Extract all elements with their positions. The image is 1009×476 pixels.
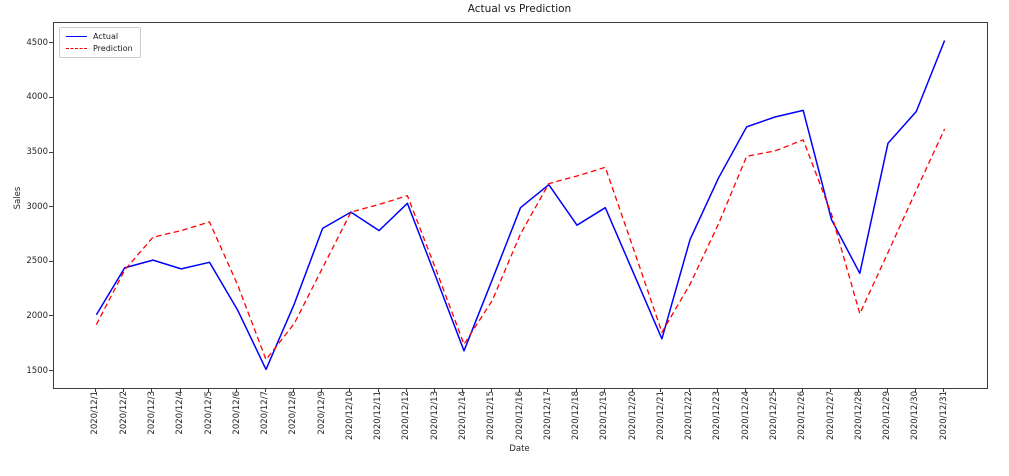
actual-line-swatch — [66, 36, 87, 37]
x-tick-label: 2020/12/20 — [627, 391, 638, 440]
x-tick-label: 2020/12/23 — [712, 391, 723, 440]
x-tick-mark — [405, 388, 407, 392]
legend-item-prediction: Prediction — [66, 44, 133, 53]
actual-line — [95, 40, 946, 371]
x-tick-label: 2020/12/4 — [175, 391, 186, 435]
x-tick-mark — [208, 388, 209, 392]
x-tick-mark — [830, 388, 831, 392]
plot-area — [53, 22, 988, 389]
x-tick-label: 2020/12/29 — [882, 391, 893, 440]
legend-label-actual: Actual — [93, 32, 119, 41]
x-tick-mark — [151, 388, 153, 392]
x-tick-mark — [377, 388, 379, 392]
x-tick-mark — [547, 388, 549, 392]
y-tick-label: 4500 — [26, 37, 48, 48]
y-tick-label: 2500 — [26, 256, 48, 267]
x-tick-label: 2020/12/6 — [231, 391, 242, 435]
x-tick-label: 2020/12/5 — [203, 391, 214, 435]
x-tick-label: 2020/12/14 — [457, 391, 468, 440]
y-tick-mark — [49, 151, 53, 153]
x-tick-label: 2020/12/19 — [599, 391, 610, 440]
x-tick-mark — [943, 388, 945, 392]
x-tick-mark — [462, 388, 464, 392]
x-tick-label: 2020/12/12 — [401, 391, 412, 440]
x-tick-mark — [716, 388, 718, 392]
x-tick-mark — [123, 388, 125, 392]
x-tick-mark — [632, 388, 634, 392]
x-tick-mark — [688, 388, 690, 392]
x-tick-mark — [745, 388, 747, 392]
x-tick-label: 2020/12/18 — [571, 391, 582, 440]
x-tick-mark — [264, 388, 266, 392]
y-tick-mark — [49, 96, 53, 98]
x-tick-label: 2020/12/1 — [90, 391, 101, 435]
x-tick-mark — [660, 388, 662, 392]
x-tick-mark — [434, 388, 436, 392]
x-tick-label: 2020/12/2 — [118, 391, 129, 435]
y-tick-label: 4000 — [26, 92, 48, 103]
y-tick-label: 3500 — [26, 147, 48, 158]
x-tick-mark — [292, 388, 294, 392]
x-tick-mark — [321, 388, 323, 392]
x-axis-label: Date — [509, 444, 530, 454]
x-tick-mark — [801, 388, 803, 392]
x-tick-label: 2020/12/26 — [797, 391, 808, 440]
x-tick-mark — [575, 388, 577, 392]
x-tick-label: 2020/12/3 — [146, 391, 157, 435]
x-tick-mark — [349, 388, 351, 392]
y-tick-mark — [49, 315, 53, 317]
x-tick-mark — [603, 388, 605, 392]
prediction-line-swatch — [66, 48, 87, 49]
x-tick-label: 2020/12/31 — [938, 391, 949, 440]
x-tick-label: 2020/12/9 — [316, 391, 327, 435]
x-tick-label: 2020/12/7 — [260, 391, 271, 435]
x-tick-mark — [490, 388, 492, 392]
chart-title: Actual vs Prediction — [467, 3, 572, 15]
legend-item-actual: Actual — [66, 32, 133, 41]
x-tick-label: 2020/12/25 — [768, 391, 779, 440]
x-tick-mark — [94, 388, 96, 392]
x-tick-label: 2020/12/27 — [825, 391, 836, 440]
x-tick-mark — [773, 388, 775, 392]
x-tick-mark — [886, 388, 888, 392]
y-tick-mark — [49, 206, 53, 208]
x-tick-label: 2020/12/10 — [344, 391, 355, 440]
y-tick-label: 2000 — [26, 310, 48, 321]
x-tick-label: 2020/12/30 — [910, 391, 921, 440]
line-chart-svg — [95, 40, 946, 371]
y-tick-mark — [49, 370, 53, 372]
x-tick-label: 2020/12/13 — [429, 391, 440, 440]
x-tick-mark — [179, 388, 181, 392]
y-tick-label: 1500 — [26, 365, 48, 376]
y-tick-label: 3000 — [26, 201, 48, 212]
x-tick-label: 2020/12/24 — [740, 391, 751, 440]
x-tick-label: 2020/12/11 — [373, 391, 384, 440]
x-tick-mark — [519, 388, 520, 392]
x-tick-label: 2020/12/28 — [853, 391, 864, 440]
x-tick-label: 2020/12/16 — [514, 391, 525, 440]
legend-label-prediction: Prediction — [93, 44, 133, 53]
x-tick-label: 2020/12/15 — [486, 391, 497, 440]
x-tick-label: 2020/12/8 — [288, 391, 299, 435]
x-tick-label: 2020/12/21 — [655, 391, 666, 440]
x-tick-label: 2020/12/22 — [684, 391, 695, 440]
y-tick-mark — [49, 260, 53, 262]
x-tick-mark — [858, 388, 860, 392]
legend: Actual Prediction — [59, 27, 141, 58]
y-tick-mark — [49, 42, 53, 44]
x-tick-label: 2020/12/17 — [542, 391, 553, 440]
x-tick-mark — [236, 388, 238, 392]
x-tick-mark — [914, 388, 916, 392]
prediction-line — [95, 128, 946, 361]
